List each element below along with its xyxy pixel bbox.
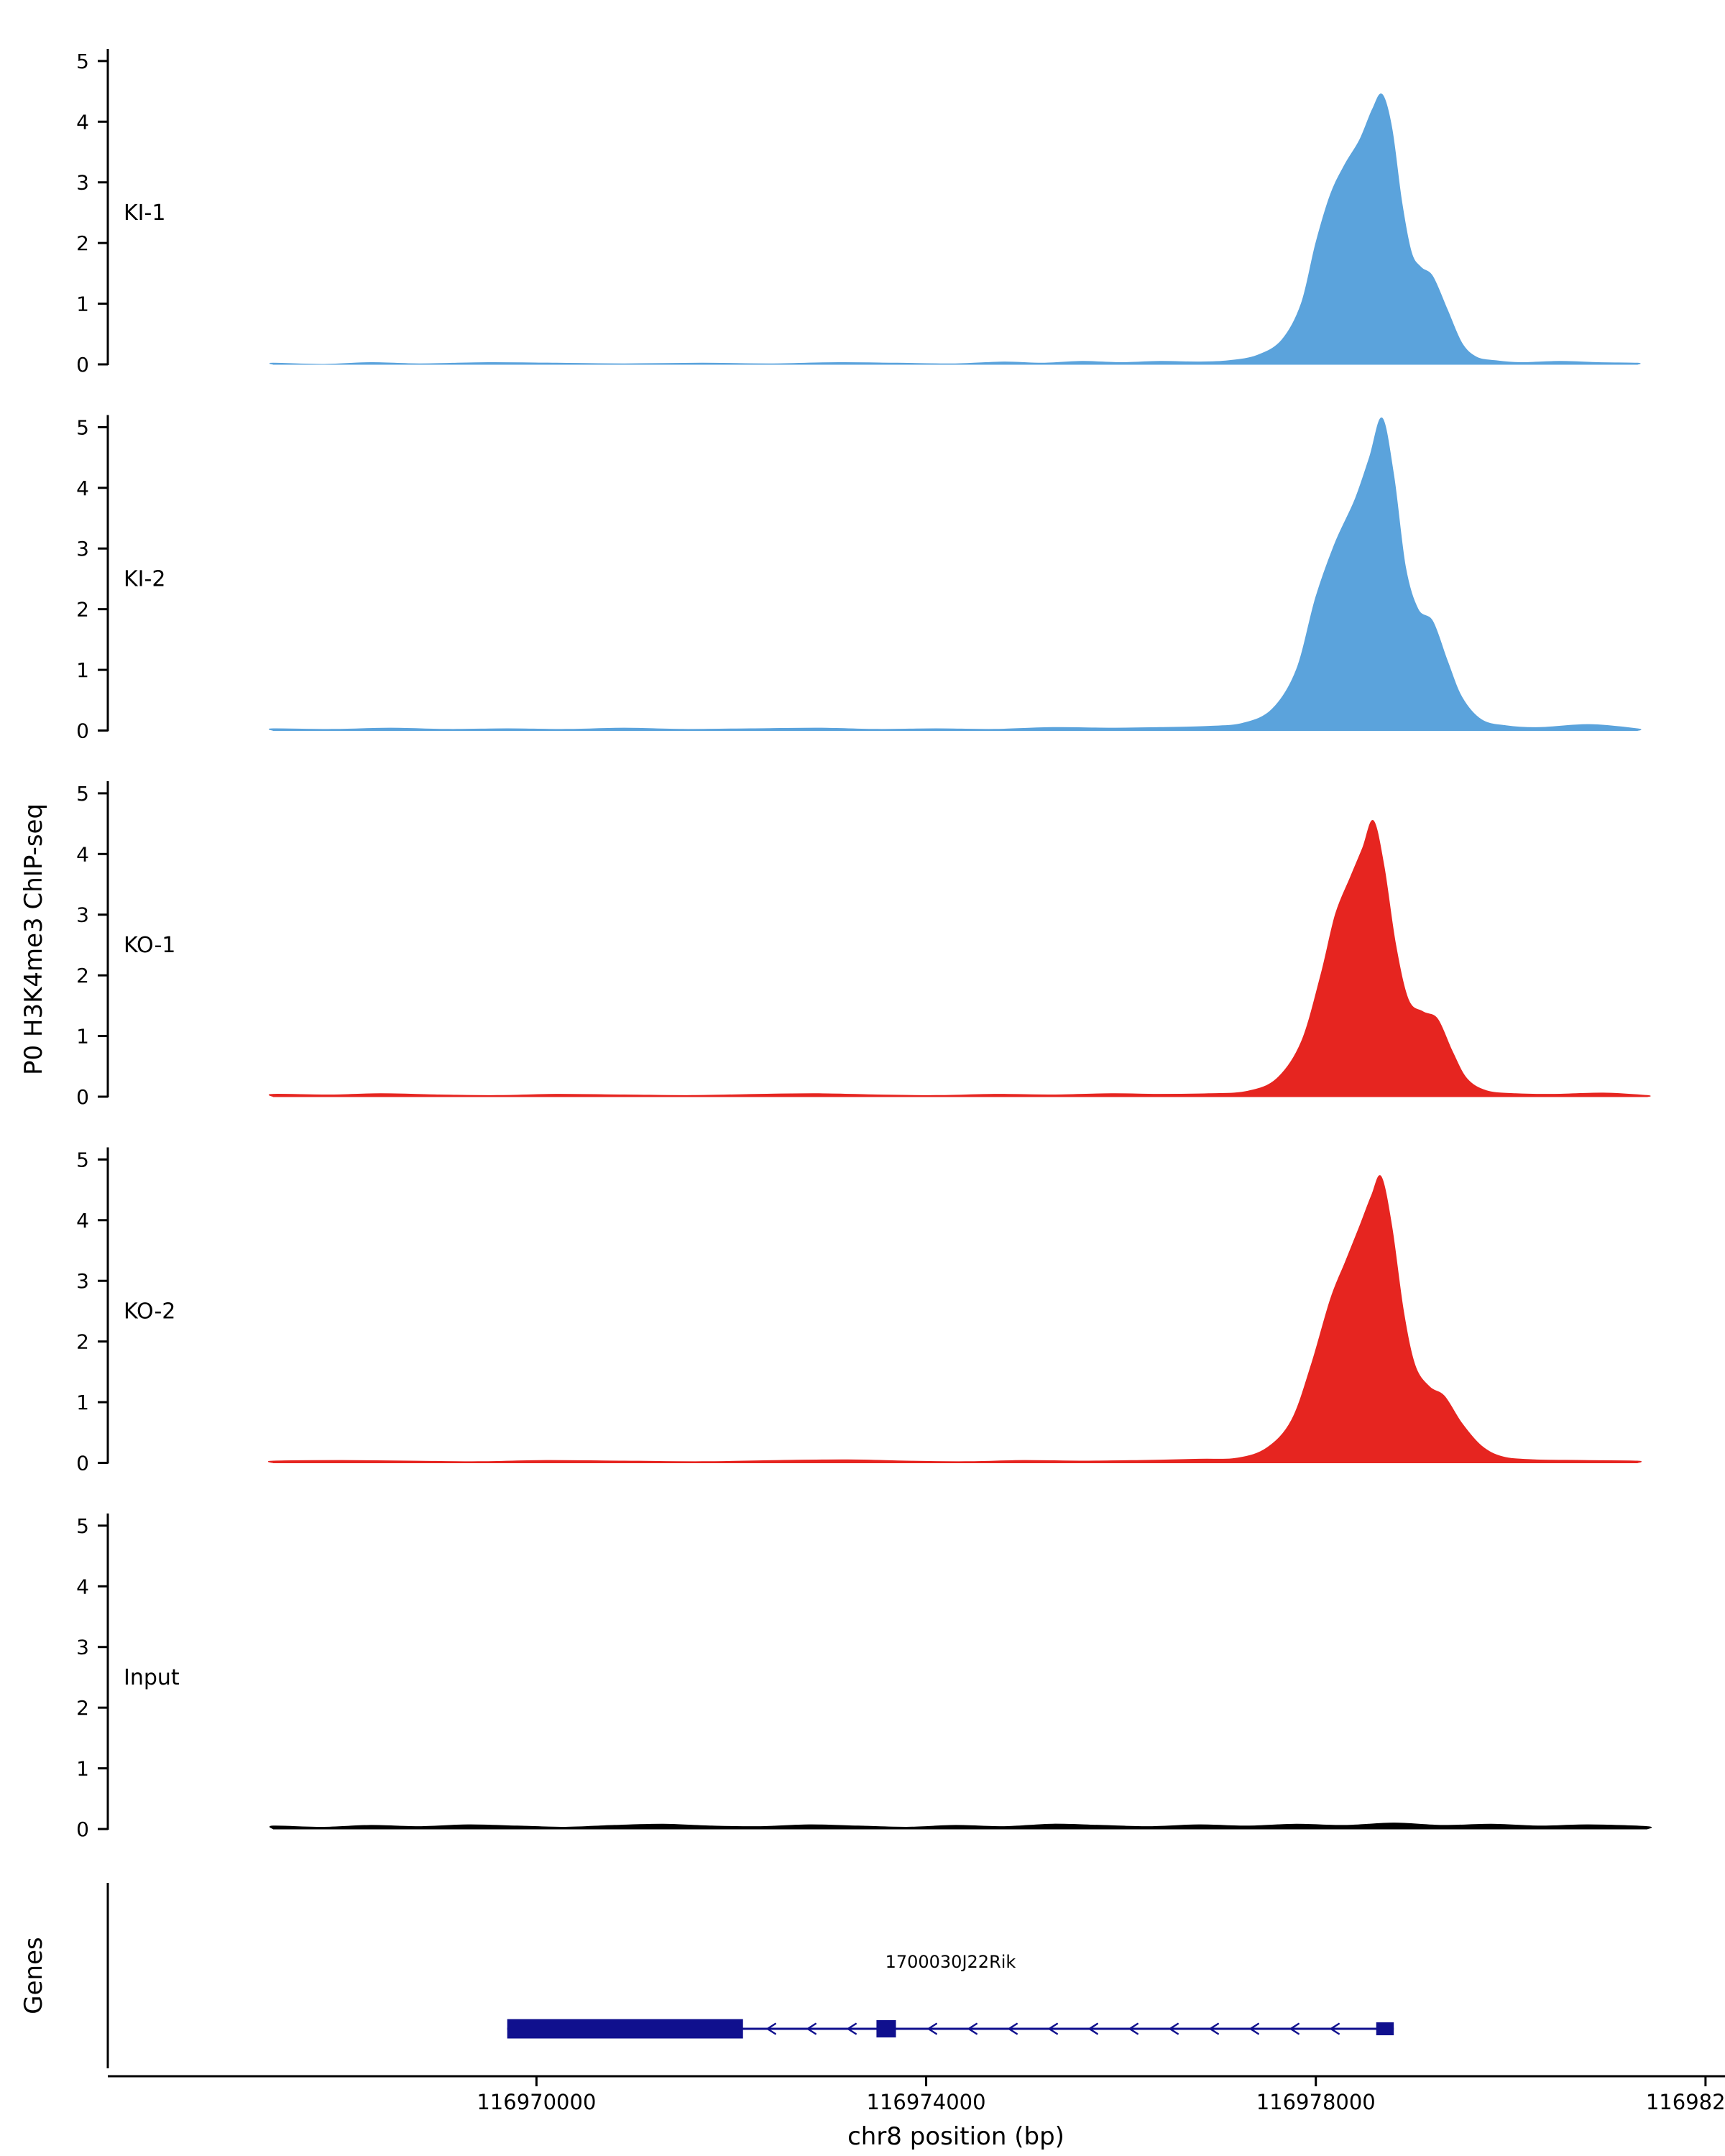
y-tick-label: 1: [76, 1757, 89, 1781]
y-tick-label: 0: [76, 1818, 89, 1841]
gene-strand-arrow-left-icon: [1048, 2022, 1058, 2035]
track-label-ki-2: KI-2: [124, 566, 165, 591]
y-tick-label: 5: [76, 1148, 89, 1171]
gene-exon-2: [876, 2020, 896, 2037]
gene-strand-arrow-left-icon: [927, 2022, 937, 2035]
y-tick-label: 1: [76, 1025, 89, 1049]
gene-strand-arrow-left-icon: [1008, 2022, 1018, 2035]
gene-name-label: 1700030J22Rik: [886, 1952, 1016, 1972]
track-area-input: [269, 1823, 1652, 1830]
y-tick-label: 3: [76, 537, 89, 561]
y-axis-title: P0 H3K4me3 ChIP-seq: [19, 803, 48, 1075]
y-tick-label: 4: [76, 110, 89, 134]
y-tick-label: 0: [76, 353, 89, 377]
y-tick-label: 1: [76, 658, 89, 682]
y-tick-label: 0: [76, 719, 89, 743]
y-tick-label: 2: [76, 964, 89, 987]
y-tick-label: 5: [76, 782, 89, 806]
x-tick-label: 116970000: [477, 2090, 596, 2114]
y-tick-label: 0: [76, 1085, 89, 1109]
track-area-ki-1: [269, 93, 1641, 365]
gene-exon-1: [507, 2019, 743, 2039]
y-tick-label: 5: [76, 1514, 89, 1538]
track-label-input: Input: [124, 1665, 180, 1690]
gene-strand-arrow-left-icon: [1088, 2022, 1098, 2035]
track-label-ki-1: KI-1: [124, 201, 165, 226]
gene-strand-arrow-left-icon: [806, 2022, 816, 2035]
gene-strand-arrow-left-icon: [1330, 2022, 1340, 2035]
gene-strand-arrow-left-icon: [766, 2022, 776, 2035]
y-tick-label: 3: [76, 903, 89, 927]
y-tick-label: 2: [76, 1696, 89, 1720]
track-area-ko-1: [268, 820, 1651, 1097]
gene-strand-arrow-left-icon: [1209, 2022, 1219, 2035]
gene-strand-arrow-left-icon: [1249, 2022, 1259, 2035]
y-tick-label: 3: [76, 1636, 89, 1659]
y-tick-label: 2: [76, 598, 89, 622]
y-tick-label: 1: [76, 292, 89, 316]
track-area-ko-2: [267, 1175, 1642, 1463]
x-tick-label: 116974000: [867, 2090, 986, 2114]
gene-exon-3: [1376, 2022, 1394, 2035]
y-tick-label: 4: [76, 842, 89, 866]
y-tick-label: 2: [76, 1330, 89, 1354]
x-axis-title: chr8 position (bp): [847, 2122, 1064, 2151]
track-area-ki-2: [268, 418, 1642, 731]
y-tick-label: 4: [76, 1575, 89, 1598]
x-tick-label: 116978000: [1256, 2090, 1376, 2114]
track-label-ko-2: KO-2: [124, 1299, 175, 1324]
gene-strand-arrow-left-icon: [847, 2022, 857, 2035]
gene-strand-arrow-left-icon: [1128, 2022, 1138, 2035]
gene-strand-arrow-left-icon: [1169, 2022, 1179, 2035]
y-tick-label: 3: [76, 1269, 89, 1293]
y-tick-label: 5: [76, 415, 89, 439]
y-tick-label: 0: [76, 1452, 89, 1475]
track-label-ko-1: KO-1: [124, 933, 175, 958]
y-tick-label: 1: [76, 1391, 89, 1414]
y-tick-label: 3: [76, 171, 89, 195]
x-tick-label: 116982000: [1646, 2090, 1725, 2114]
y-tick-label: 2: [76, 231, 89, 255]
gene-strand-arrow-left-icon: [967, 2022, 978, 2035]
genes-track-title: Genes: [19, 1937, 48, 2014]
y-tick-label: 5: [76, 50, 89, 73]
y-tick-label: 4: [76, 476, 89, 500]
y-tick-label: 4: [76, 1209, 89, 1233]
gene-strand-arrow-left-icon: [1289, 2022, 1300, 2035]
